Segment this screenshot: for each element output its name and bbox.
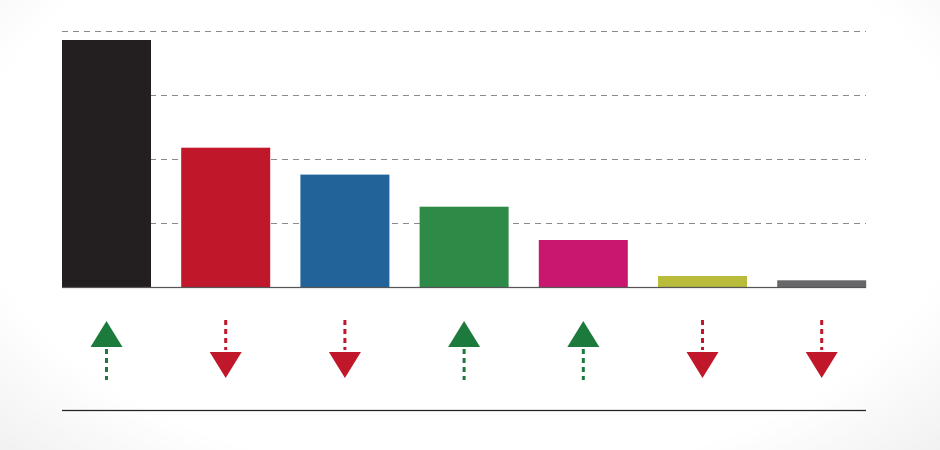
trend-up-arrow-icon — [448, 321, 481, 380]
bar — [538, 240, 628, 288]
trend-down-arrow-icon — [328, 320, 361, 378]
bar — [777, 280, 867, 288]
bar — [658, 276, 747, 288]
bar — [300, 174, 390, 288]
bar — [181, 147, 271, 288]
bar — [62, 40, 151, 288]
bars — [62, 40, 867, 288]
trend-down-arrow-icon — [686, 320, 719, 378]
trend-up-arrow-icon — [90, 321, 123, 380]
trend-arrows — [90, 320, 838, 380]
bar — [419, 206, 509, 288]
trend-up-arrow-icon — [567, 321, 600, 380]
trend-down-arrow-icon — [209, 320, 242, 378]
trend-down-arrow-icon — [805, 320, 838, 378]
